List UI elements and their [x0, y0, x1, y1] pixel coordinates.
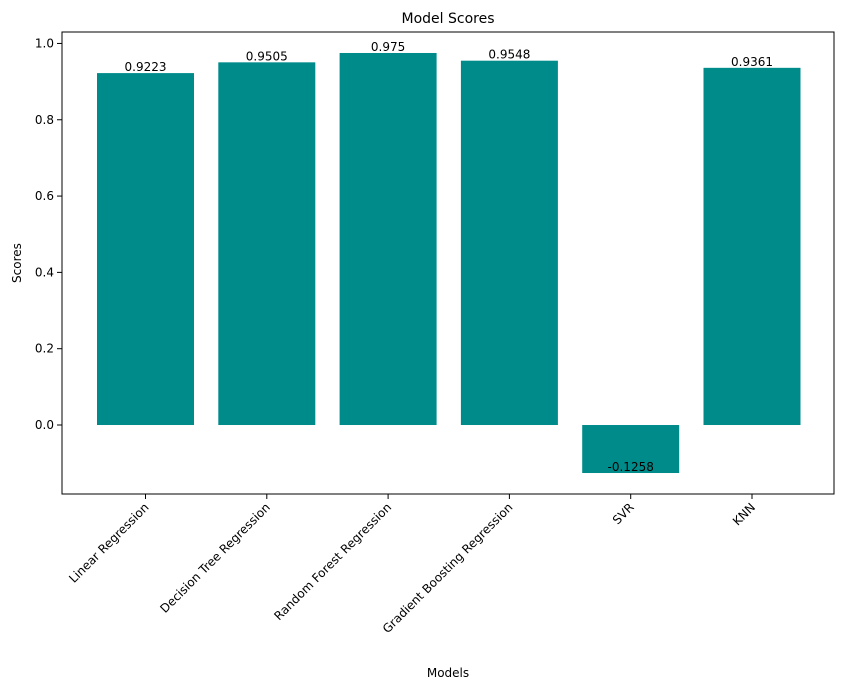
x-axis-label: Models [427, 666, 469, 680]
bar-svr [582, 425, 680, 474]
data-label-gradient-boosting-regression: 0.9548 [488, 48, 530, 62]
data-label-linear-regression: 0.9223 [125, 60, 167, 74]
x-axis: Linear Regression Decision Tree Regressio… [66, 494, 758, 636]
y-axis-label: Scores [10, 243, 24, 283]
y-tick-label: 0.2 [35, 342, 54, 356]
bar-random-forest-regression [339, 52, 437, 426]
bar-linear-regression [97, 73, 194, 426]
data-label-knn: 0.9361 [731, 55, 773, 69]
x-tick-label-decision-tree-regression: Decision Tree Regression [157, 500, 273, 616]
y-tick-label: 0.8 [35, 113, 54, 127]
bar-decision-tree-regression [218, 62, 316, 426]
y-tick-label: 0.4 [35, 265, 54, 279]
bar-knn [703, 67, 801, 426]
data-label-svr: -0.1258 [608, 460, 654, 474]
y-axis: 0.0 0.2 0.4 0.6 0.8 1.0 [35, 36, 62, 432]
x-tick-label-svr: SVR [610, 500, 637, 527]
y-tick-label: 1.0 [35, 36, 54, 50]
bars-group [97, 52, 801, 474]
data-labels-group: 0.9223 0.9505 0.975 0.9548 -0.1258 0.9361 [125, 40, 774, 474]
data-label-random-forest-regression: 0.975 [371, 40, 405, 54]
data-label-decision-tree-regression: 0.9505 [246, 49, 288, 63]
x-tick-label-random-forest-regression: Random Forest Regression [271, 500, 394, 623]
x-tick-label-linear-regression: Linear Regression [66, 500, 151, 585]
y-tick-label: 0.0 [35, 418, 54, 432]
chart-title: Model Scores [402, 11, 495, 27]
x-tick-label-knn: KNN [730, 500, 758, 528]
x-tick-label-gradient-boosting-regression: Gradient Boosting Regression [380, 500, 516, 636]
bar-gradient-boosting-regression [460, 60, 558, 426]
y-tick-label: 0.6 [35, 189, 54, 203]
plot-frame [61, 31, 835, 495]
